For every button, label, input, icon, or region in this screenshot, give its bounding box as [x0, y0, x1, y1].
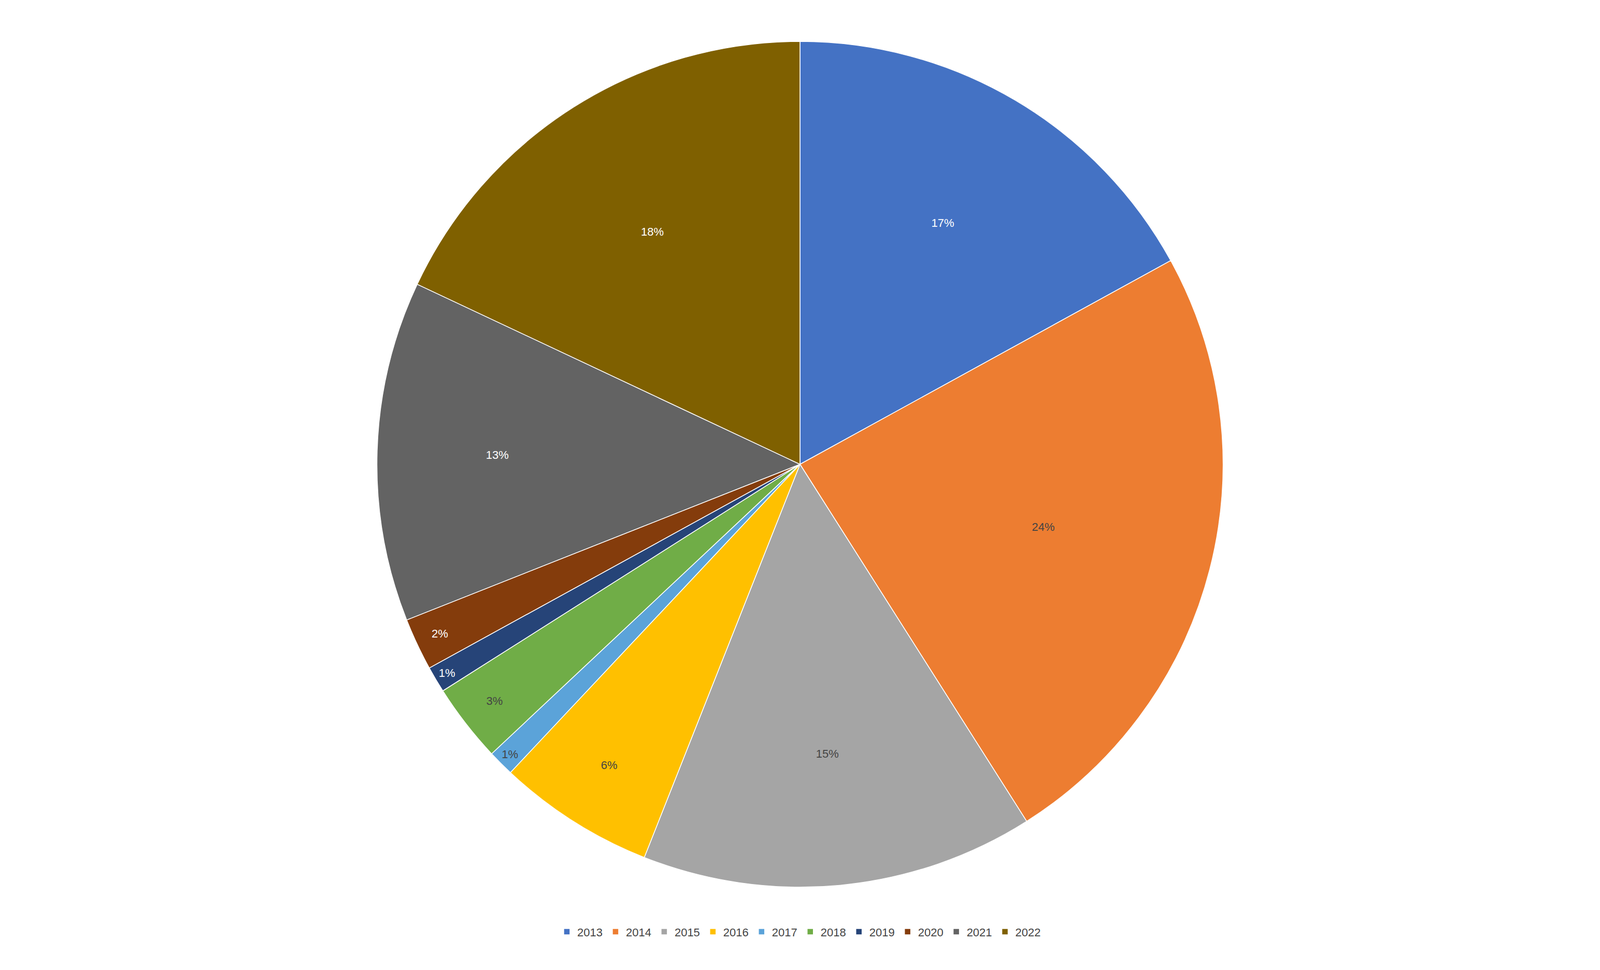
svg-text:2021: 2021	[966, 926, 993, 940]
svg-text:2013: 2013	[577, 926, 603, 940]
svg-text:1%: 1%	[501, 748, 519, 762]
svg-text:6%: 6%	[601, 759, 618, 773]
svg-text:24%: 24%	[1031, 520, 1055, 534]
svg-text:17%: 17%	[931, 216, 954, 230]
svg-text:2020: 2020	[918, 926, 944, 940]
svg-text:2015: 2015	[674, 926, 700, 940]
svg-text:2016: 2016	[723, 926, 749, 940]
svg-text:2014: 2014	[625, 926, 652, 940]
svg-text:13%: 13%	[486, 448, 509, 462]
svg-text:2017: 2017	[772, 926, 798, 940]
svg-text:2%: 2%	[431, 627, 449, 641]
svg-text:18%: 18%	[640, 225, 664, 239]
svg-text:1%: 1%	[438, 666, 456, 680]
svg-text:2018: 2018	[820, 926, 847, 940]
svg-text:2019: 2019	[869, 926, 895, 940]
svg-text:15%: 15%	[816, 747, 839, 761]
svg-text:2022: 2022	[1015, 926, 1041, 940]
svg-text:3%: 3%	[486, 694, 503, 708]
